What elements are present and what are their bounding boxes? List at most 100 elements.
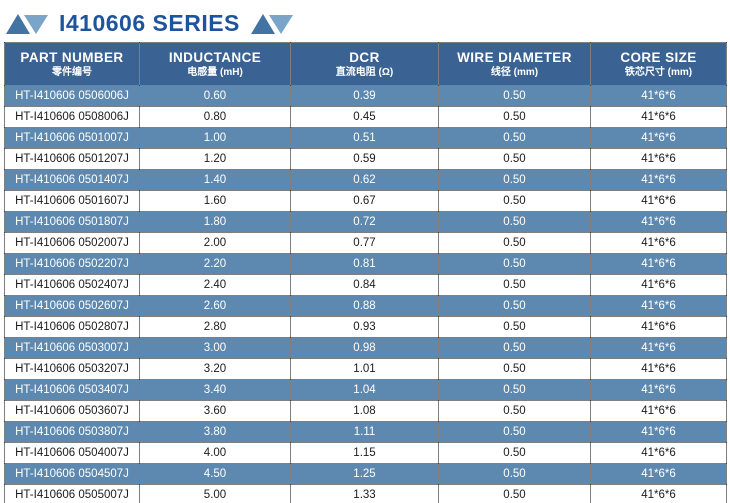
cell-core-size: 41*6*6 [590, 127, 727, 149]
cell-core-size: 41*6*6 [590, 253, 727, 275]
cell-part-number: HT-I410606 0503407J [4, 379, 140, 401]
cell-dcr: 0.98 [290, 337, 439, 359]
cell-dcr: 1.01 [290, 358, 439, 380]
cell-inductance: 1.80 [139, 211, 291, 233]
cell-part-number: HT-I410606 0502407J [4, 274, 140, 296]
cell-inductance: 2.00 [139, 232, 291, 254]
cell-core-size: 41*6*6 [590, 106, 727, 128]
cell-core-size: 41*6*6 [590, 211, 727, 233]
col-header-core-size: CORE SIZE 铁芯尺寸 (mm) [590, 42, 727, 86]
cell-part-number: HT-I410606 0508006J [4, 106, 140, 128]
cell-wire-diameter: 0.50 [438, 295, 591, 317]
cell-dcr: 1.08 [290, 400, 439, 422]
cell-part-number: HT-I410606 0501607J [4, 190, 140, 212]
col-sublabel: 线径 (mm) [490, 67, 539, 78]
cell-part-number: HT-I410606 0501207J [4, 148, 140, 170]
cell-core-size: 41*6*6 [590, 484, 727, 503]
cell-core-size: 41*6*6 [590, 232, 727, 254]
cell-inductance: 3.40 [139, 379, 291, 401]
col-label: CORE SIZE [620, 50, 697, 65]
col-header-inductance: INDUCTANCE 电感量 (mH) [139, 42, 291, 86]
cell-part-number: HT-I410606 0502607J [4, 295, 140, 317]
cell-part-number: HT-I410606 0502007J [4, 232, 140, 254]
cell-wire-diameter: 0.50 [438, 442, 591, 464]
cell-inductance: 2.60 [139, 295, 291, 317]
table-row: HT-I410606 0503607J 3.60 1.08 0.50 41*6*6 [4, 400, 727, 422]
cell-wire-diameter: 0.50 [438, 232, 591, 254]
cell-core-size: 41*6*6 [590, 148, 727, 170]
col-sublabel: 零件编号 [52, 67, 92, 78]
col-sublabel: 铁芯尺寸 (mm) [624, 67, 693, 78]
page-title: I410606 SERIES [59, 10, 240, 36]
cell-wire-diameter: 0.50 [438, 211, 591, 233]
cell-wire-diameter: 0.50 [438, 316, 591, 338]
cell-inductance: 3.60 [139, 400, 291, 422]
cell-part-number: HT-I410606 0502807J [4, 316, 140, 338]
table-row: HT-I410606 0503407J 3.40 1.04 0.50 41*6*6 [4, 379, 727, 401]
cell-core-size: 41*6*6 [590, 442, 727, 464]
page-header: I410606 SERIES [0, 0, 730, 40]
cell-inductance: 4.00 [139, 442, 291, 464]
cell-inductance: 4.50 [139, 463, 291, 485]
cell-dcr: 0.84 [290, 274, 439, 296]
table-row: HT-I410606 0504007J 4.00 1.15 0.50 41*6*6 [4, 442, 727, 464]
cell-dcr: 0.51 [290, 127, 439, 149]
cell-inductance: 1.20 [139, 148, 291, 170]
cell-core-size: 41*6*6 [590, 274, 727, 296]
cell-core-size: 41*6*6 [590, 463, 727, 485]
cell-inductance: 3.80 [139, 421, 291, 443]
double-triangle-icon [250, 14, 293, 34]
cell-core-size: 41*6*6 [590, 85, 727, 107]
cell-part-number: HT-I410606 0501807J [4, 211, 140, 233]
cell-wire-diameter: 0.50 [438, 358, 591, 380]
table-body: HT-I410606 0506006J 0.60 0.39 0.50 41*6*6 HT-… [4, 85, 727, 503]
cell-part-number: HT-I410606 0503607J [4, 400, 140, 422]
table-row: HT-I410606 0503207J 3.20 1.01 0.50 41*6*6 [4, 358, 727, 380]
cell-inductance: 1.60 [139, 190, 291, 212]
cell-wire-diameter: 0.50 [438, 484, 591, 503]
cell-inductance: 1.00 [139, 127, 291, 149]
cell-inductance: 2.20 [139, 253, 291, 275]
cell-wire-diameter: 0.50 [438, 106, 591, 128]
cell-part-number: HT-I410606 0504507J [4, 463, 140, 485]
cell-part-number: HT-I410606 0504007J [4, 442, 140, 464]
cell-wire-diameter: 0.50 [438, 190, 591, 212]
cell-part-number: HT-I410606 0503007J [4, 337, 140, 359]
cell-dcr: 0.77 [290, 232, 439, 254]
cell-wire-diameter: 0.50 [438, 463, 591, 485]
table-row: HT-I410606 0503007J 3.00 0.98 0.50 41*6*6 [4, 337, 727, 359]
spec-table: PART NUMBER 零件编号 INDUCTANCE 电感量 (mH) DCR… [4, 42, 727, 503]
table-row: HT-I410606 0506006J 0.60 0.39 0.50 41*6*6 [4, 85, 727, 107]
cell-inductance: 3.20 [139, 358, 291, 380]
table-row: HT-I410606 0502607J 2.60 0.88 0.50 41*6*6 [4, 295, 727, 317]
cell-dcr: 1.33 [290, 484, 439, 503]
cell-part-number: HT-I410606 0503207J [4, 358, 140, 380]
table-row: HT-I410606 0505007J 5.00 1.33 0.50 41*6*6 [4, 484, 727, 503]
table-row: HT-I410606 0501007J 1.00 0.51 0.50 41*6*6 [4, 127, 727, 149]
cell-core-size: 41*6*6 [590, 337, 727, 359]
cell-inductance: 0.60 [139, 85, 291, 107]
cell-part-number: HT-I410606 0503807J [4, 421, 140, 443]
cell-core-size: 41*6*6 [590, 169, 727, 191]
cell-wire-diameter: 0.50 [438, 85, 591, 107]
header-row: PART NUMBER 零件编号 INDUCTANCE 电感量 (mH) DCR… [4, 42, 727, 86]
double-triangle-icon [6, 14, 48, 34]
cell-dcr: 0.59 [290, 148, 439, 170]
table-row: HT-I410606 0502407J 2.40 0.84 0.50 41*6*6 [4, 274, 727, 296]
cell-inductance: 2.80 [139, 316, 291, 338]
cell-wire-diameter: 0.50 [438, 148, 591, 170]
table-row: HT-I410606 0504507J 4.50 1.25 0.50 41*6*6 [4, 463, 727, 485]
table-row: HT-I410606 0502807J 2.80 0.93 0.50 41*6*6 [4, 316, 727, 338]
cell-inductance: 1.40 [139, 169, 291, 191]
table-header: PART NUMBER 零件编号 INDUCTANCE 电感量 (mH) DCR… [4, 42, 727, 86]
table-row: HT-I410606 0501407J 1.40 0.62 0.50 41*6*6 [4, 169, 727, 191]
cell-dcr: 0.67 [290, 190, 439, 212]
cell-part-number: HT-I410606 0501407J [4, 169, 140, 191]
table-row: HT-I410606 0501207J 1.20 0.59 0.50 41*6*6 [4, 148, 727, 170]
cell-wire-diameter: 0.50 [438, 421, 591, 443]
table-row: HT-I410606 0508006J 0.80 0.45 0.50 41*6*6 [4, 106, 727, 128]
cell-dcr: 0.88 [290, 295, 439, 317]
cell-dcr: 0.72 [290, 211, 439, 233]
table-row: HT-I410606 0502007J 2.00 0.77 0.50 41*6*6 [4, 232, 727, 254]
col-sublabel: 直流电阻 (Ω) [335, 67, 394, 78]
